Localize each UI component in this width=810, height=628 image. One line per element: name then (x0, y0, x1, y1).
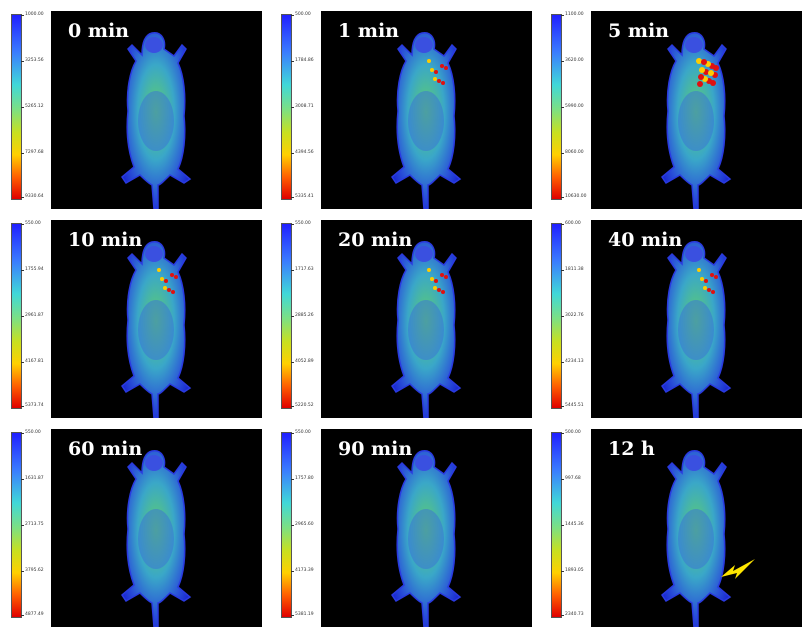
color-scale-tick-label: 550.00 (291, 221, 311, 226)
mouse-fluorescence-image (121, 241, 192, 418)
fluorescence-image-panel: 90 min (321, 429, 532, 627)
color-scale-tick-label: 3022.76 (561, 313, 584, 318)
fluorescence-image-panel: 10 min (51, 220, 262, 418)
time-point-label: 5 min (608, 20, 669, 42)
time-point-label: 40 min (608, 229, 683, 251)
color-scale-tick-label: 1811.38 (561, 267, 584, 272)
panel-cell: 550.00 1757.80 2965.60 4173.39 5381.19 90 mi… (270, 418, 540, 627)
panel-cell: 600.00 1811.38 3022.76 4234.13 5445.51 40 mi… (540, 209, 810, 418)
color-scale-tick-label: 1445.36 (561, 522, 584, 527)
mouse-fluorescence-image (121, 450, 192, 627)
time-point-label: 10 min (68, 229, 143, 251)
time-point-label: 12 h (608, 438, 655, 460)
color-scale-tick-label: 1784.86 (291, 58, 314, 63)
mouse-fluorescence-image (391, 32, 462, 209)
color-scale-tick-label: 9330.64 (21, 194, 44, 199)
color-scale-tick-label: 4173.39 (291, 568, 314, 573)
chest-signal-hotspot (696, 58, 719, 87)
color-scale-tick-label: 2961.87 (21, 313, 44, 318)
panel-cell: 500.00 997.68 1445.36 1893.05 2340.73 12 h (540, 418, 810, 627)
time-point-label: 0 min (68, 20, 129, 42)
color-scale-tick-label: 600.00 (561, 221, 581, 226)
color-scale-tick-label: 1631.87 (21, 476, 44, 481)
chest-signal-hotspot (427, 59, 448, 85)
fluorescence-image-panel: 1 min (321, 11, 532, 209)
mouse-fluorescence-image (661, 450, 732, 627)
color-scale-tick-label: 500.00 (561, 430, 581, 435)
time-point-label: 90 min (338, 438, 413, 460)
chest-signal-hotspot (697, 268, 718, 294)
chest-signal-hotspot (427, 268, 448, 294)
color-scale-tick-label: 4394.56 (291, 150, 314, 155)
panel-cell: 550.00 1631.87 2713.75 3795.62 4877.49 60 mi… (0, 418, 270, 627)
fluorescence-image-panel: 60 min (51, 429, 262, 627)
color-scale-tick-label: 8060.00 (561, 150, 584, 155)
color-scale-tick-label: 5381.19 (291, 612, 314, 617)
color-scale-tick-label: 7297.68 (21, 150, 44, 155)
color-scale-tick-label: 4234.13 (561, 359, 584, 364)
color-scale-tick-label: 2885.26 (291, 313, 314, 318)
time-point-label: 60 min (68, 438, 143, 460)
color-scale-tick-label: 4167.81 (21, 359, 44, 364)
color-scale-tick-label: 550.00 (21, 430, 41, 435)
color-scale-tick-label: 3795.62 (21, 568, 44, 573)
color-scale-tick-label: 4052.89 (291, 359, 314, 364)
color-scale-tick-label: 2340.73 (561, 612, 584, 617)
color-scale-tick-label: 5990.00 (561, 104, 584, 109)
yellow-arrow-icon (721, 559, 755, 579)
color-scale-tick-label: 3253.56 (21, 58, 44, 63)
mouse-fluorescence-image (391, 450, 462, 627)
mouse-fluorescence-image (121, 32, 192, 209)
color-scale-tick-label: 5335.41 (291, 194, 314, 199)
panel-cell: 1100.00 3620.00 5990.00 8060.00 10630.00 5 m… (540, 0, 810, 209)
panel-cell: 1000.00 3253.56 5265.12 7297.68 9330.64 0 mi… (0, 0, 270, 209)
color-scale-tick-label: 1893.05 (561, 568, 584, 573)
color-scale-tick-label: 500.00 (291, 12, 311, 17)
mouse-fluorescence-image (391, 241, 462, 418)
color-scale-tick-label: 1755.94 (21, 267, 44, 272)
fluorescence-image-panel: 12 h (591, 429, 802, 627)
color-scale-tick-label: 550.00 (291, 430, 311, 435)
panel-cell: 500.00 1784.86 3008.71 4394.56 5335.41 1 min (270, 0, 540, 209)
fluorescence-image-panel: 0 min (51, 11, 262, 209)
color-scale-tick-label: 1100.00 (561, 12, 584, 17)
color-scale-tick-label: 4877.49 (21, 612, 44, 617)
color-scale-tick-label: 3008.71 (291, 104, 314, 109)
fluorescence-image-panel: 40 min (591, 220, 802, 418)
mouse-fluorescence-image (661, 32, 732, 209)
time-point-label: 20 min (338, 229, 413, 251)
panel-cell: 550.00 1717.63 2885.26 4052.89 5220.52 20 mi… (270, 209, 540, 418)
color-scale-tick-label: 1757.80 (291, 476, 314, 481)
fluorescence-image-panel: 5 min (591, 11, 802, 209)
color-scale-tick-label: 10630.00 (560, 194, 587, 199)
mouse-fluorescence-image (661, 241, 732, 418)
color-scale-tick-label: 3620.00 (561, 58, 584, 63)
color-scale-tick-label: 5373.74 (21, 403, 44, 408)
color-scale-tick-label: 1000.00 (21, 12, 44, 17)
panel-cell: 550.00 1755.94 2961.87 4167.81 5373.74 10 mi… (0, 209, 270, 418)
color-scale-tick-label: 5220.52 (291, 403, 314, 408)
color-scale-tick-label: 997.68 (561, 476, 581, 481)
color-scale-tick-label: 5445.51 (561, 403, 584, 408)
color-scale-tick-label: 5265.12 (21, 104, 44, 109)
color-scale-tick-label: 2713.75 (21, 522, 44, 527)
color-scale-tick-label: 2965.60 (291, 522, 314, 527)
time-point-label: 1 min (338, 20, 399, 42)
color-scale-tick-label: 1717.63 (291, 267, 314, 272)
color-scale-tick-label: 550.00 (21, 221, 41, 226)
fluorescence-image-panel: 20 min (321, 220, 532, 418)
chest-signal-hotspot (157, 268, 178, 294)
